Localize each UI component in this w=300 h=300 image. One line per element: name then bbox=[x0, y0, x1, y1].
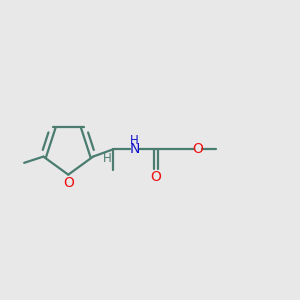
Text: H: H bbox=[130, 134, 138, 147]
Text: O: O bbox=[63, 176, 74, 190]
Text: O: O bbox=[192, 142, 203, 156]
Text: N: N bbox=[130, 142, 140, 156]
Text: H: H bbox=[103, 152, 112, 165]
Text: O: O bbox=[151, 170, 161, 184]
